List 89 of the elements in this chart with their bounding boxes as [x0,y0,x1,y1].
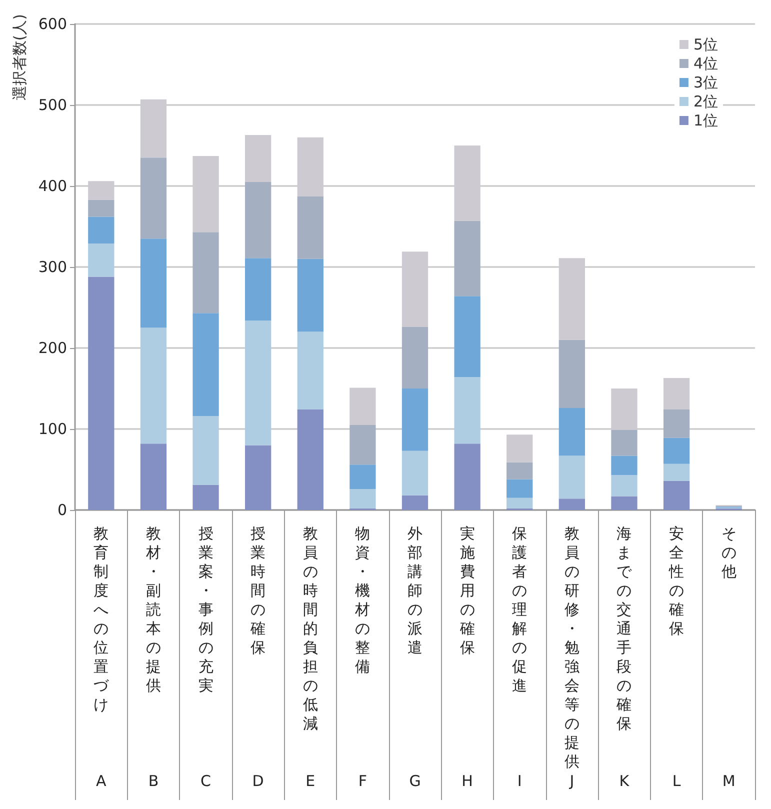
bar [454,220,480,296]
bar [297,258,324,332]
x-tick-label: 授業時間の確保 [250,524,266,656]
bar [140,238,167,328]
category-label: 保護者の理解の促進 [512,524,528,694]
bar [558,498,585,510]
legend-label: 5位 [693,36,718,54]
text: D [252,772,264,790]
bar [350,464,376,489]
bar [663,480,690,510]
legend-label: 2位 [693,92,718,110]
category-label: 教員の時間的負担の低減 [302,524,318,732]
category-label: 海までの交通手段の確保 [616,524,632,732]
bar [663,464,690,481]
bar [558,340,585,408]
text: G [409,772,421,790]
bar [611,475,638,496]
y-axis-title: 選択者数(人) [10,14,28,101]
x-tick-label: 安全性の確保 [668,524,684,638]
bar [245,134,272,182]
bar [402,495,428,510]
bar [558,456,585,499]
bar [88,244,114,277]
bar [140,158,167,239]
text: M [722,772,736,790]
y-tick-label: 100 [38,420,67,438]
bar [140,328,167,444]
bar [245,320,272,446]
bar [454,296,480,378]
category-label: 教材・副読本の提供 [146,524,161,694]
text: L [672,772,682,790]
x-tick-label: 外部講師の派遣 [408,524,422,656]
text: B [148,772,159,790]
category-label: 教育制度への位置づけ [94,524,109,714]
bar [350,488,376,508]
bar [88,216,114,244]
y-tick-label: 300 [38,258,67,276]
bar [506,462,533,480]
text: C [200,772,212,790]
bar [611,430,638,456]
bar [611,456,638,476]
legend-label: 3位 [693,74,718,92]
legend-label: 4位 [693,54,718,72]
bar [402,388,428,451]
y-tick-label: 500 [38,96,67,114]
text: A [96,772,108,790]
bar [506,479,533,498]
bar [350,424,376,465]
text: J [568,772,574,790]
bar [558,408,585,456]
legend-label: 1位 [693,112,718,130]
y-tick-label: 400 [38,177,67,195]
bar [454,377,480,444]
category-label: 教員の研修・勉強会等の提供 [564,524,580,770]
bar [192,313,219,416]
x-tick-label: 物資・機材の整備 [354,524,370,676]
text: F [358,772,368,790]
bar [245,182,272,258]
bar [663,438,690,464]
bar [192,232,219,314]
bar [663,378,690,410]
y-tick-label: 0 [57,501,67,519]
bar [88,200,114,217]
bar [192,416,219,485]
bar [297,196,324,259]
bar [454,444,480,510]
bar [663,410,690,438]
text: K [619,772,630,790]
bar [402,326,428,388]
category-label: 授業案・事例の充実 [198,524,214,694]
y-tick-label: 600 [38,15,67,33]
bar [88,276,114,510]
x-tick-label: その他 [721,524,736,580]
bar [297,410,324,510]
bar [245,445,272,510]
bar [297,332,324,410]
bar [350,388,376,425]
bar [506,498,533,508]
bar [506,434,533,462]
bar [402,450,428,496]
y-tick-label: 200 [38,339,67,357]
text: H [462,772,473,790]
text: E [306,772,316,790]
bar [245,258,272,320]
bar [140,444,167,510]
bar [192,484,219,510]
text: I [517,772,522,790]
bar [611,496,638,510]
x-tick-label: 実施費用の確保 [458,524,475,656]
